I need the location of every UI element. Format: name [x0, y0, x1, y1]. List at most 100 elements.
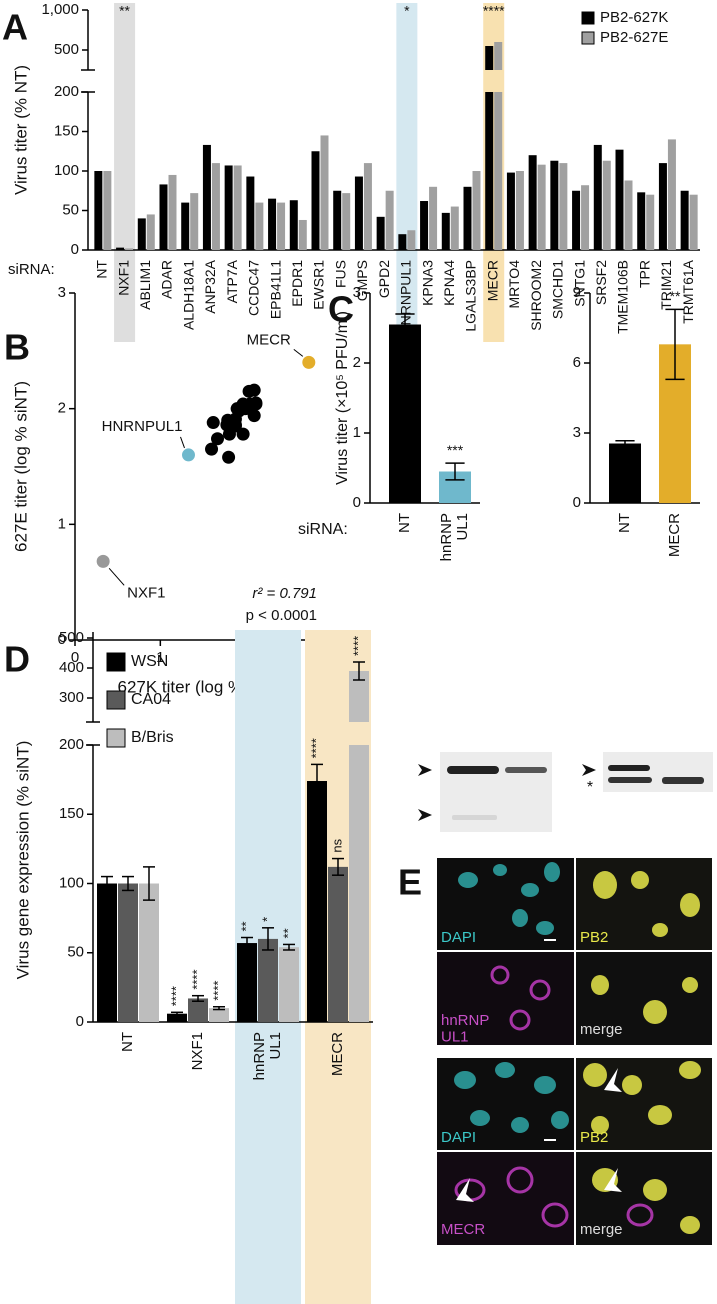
bar	[188, 998, 208, 1022]
highlight-band	[114, 3, 136, 342]
bar	[258, 938, 278, 1022]
x-tick-label: SHROOM2	[528, 260, 544, 331]
image-label: DAPI	[441, 1129, 476, 1146]
bar	[146, 214, 155, 250]
bar-upper	[494, 42, 503, 70]
point	[249, 396, 263, 410]
x-tick-label: NT	[119, 1032, 136, 1052]
bar	[624, 180, 633, 250]
image-label: PB2	[580, 1129, 608, 1146]
x-tick-label: SMCHD1	[550, 260, 566, 319]
y-tick-label: 1	[58, 515, 66, 532]
bar	[137, 218, 146, 250]
bar	[667, 139, 676, 250]
x-tick-label: FUS	[332, 260, 348, 288]
y-tick-label: 500	[59, 629, 84, 646]
y-tick-label: 3	[353, 284, 361, 301]
x-tick-label: KPNA3	[419, 260, 435, 306]
point-label: NXF1	[127, 584, 165, 601]
x-tick-label: MECR	[484, 260, 500, 301]
bar	[441, 212, 450, 250]
y-tick-label: 500	[54, 41, 79, 58]
bar	[602, 160, 611, 250]
y-tick-label: 0	[71, 241, 79, 258]
panel-label: D	[4, 639, 30, 680]
x-tick-label: TRMT61A	[680, 259, 696, 323]
bar	[680, 190, 689, 250]
bar	[320, 135, 329, 250]
y-axis-label: Virus gene expression (% siNT)	[13, 741, 32, 980]
bar	[328, 866, 348, 1022]
x-tick-label: CCDC47	[246, 260, 262, 316]
y-tick-label: 400	[59, 659, 84, 676]
blot-marker: *	[587, 779, 593, 796]
bar	[255, 202, 264, 250]
y-tick-label: 300	[59, 689, 84, 706]
x-tick-label: LGALS3BP	[463, 260, 479, 332]
bar	[209, 1008, 229, 1022]
y-tick-label: 150	[59, 805, 84, 822]
bar	[97, 883, 117, 1022]
bar	[550, 160, 559, 250]
y-tick-label: 9	[573, 284, 581, 301]
bar	[537, 164, 546, 250]
y-tick-label: 0	[573, 494, 581, 511]
x-tick-label: NT	[616, 513, 633, 533]
bar	[116, 247, 125, 250]
bar	[311, 151, 320, 250]
x-tick-label: hnRNPUL1	[251, 1032, 284, 1080]
x-tick-label: NXF1	[189, 1032, 206, 1070]
significance: **	[238, 921, 253, 931]
y-tick-label: 3	[573, 424, 581, 441]
bar	[515, 171, 524, 250]
point-label: MECR	[247, 331, 291, 348]
significance: ****	[210, 981, 225, 1001]
bar	[376, 216, 385, 250]
y-tick-label: 2	[58, 400, 66, 417]
highlight-band	[396, 3, 418, 342]
y-axis-label: 627E titer (log % siNT)	[11, 381, 30, 552]
bar	[385, 190, 394, 250]
label-connector	[108, 568, 125, 586]
x-tick-label: hnRNPUL1	[438, 513, 471, 561]
significance: *	[404, 3, 410, 19]
x-tick-label: NT	[94, 260, 110, 279]
bar	[429, 186, 438, 250]
panel-label: C	[328, 289, 354, 330]
x-tick-label: ADAR	[159, 260, 175, 299]
legend-swatch	[581, 31, 595, 45]
label-connector	[293, 349, 304, 357]
x-tick-label: GPD2	[376, 260, 392, 298]
bar	[450, 206, 459, 250]
y-tick-label: 200	[59, 736, 84, 753]
point	[211, 432, 225, 446]
x-prefix: siRNA:	[298, 521, 348, 538]
bar	[168, 174, 177, 250]
bar	[689, 194, 698, 250]
image-label: merge	[580, 1221, 623, 1238]
bar	[581, 185, 590, 250]
bar	[363, 163, 372, 250]
y-tick-label: 2	[353, 354, 361, 371]
bar	[637, 192, 646, 250]
legend-swatch	[106, 652, 126, 672]
annotation: p < 0.0001	[246, 607, 317, 624]
bar	[559, 163, 568, 250]
bar	[342, 193, 351, 250]
x-tick-label: MECR	[666, 513, 683, 557]
x-tick-label: ALDH18A1	[180, 260, 196, 330]
y-tick-label: 100	[54, 162, 79, 179]
y-tick-label: 1	[353, 424, 361, 441]
x-tick-label: KPNA4	[441, 260, 457, 306]
x-tick-label: SNTG1	[571, 260, 587, 307]
x-tick-label: TRIM21	[658, 260, 674, 310]
bar	[407, 230, 416, 250]
y-tick-label: 6	[573, 354, 581, 371]
blot-left	[418, 752, 552, 832]
bar	[289, 200, 298, 250]
x-tick-label: MRTO4	[506, 260, 522, 309]
significance: ****	[350, 636, 365, 656]
panel-label: B	[4, 327, 30, 368]
bar	[333, 190, 342, 250]
